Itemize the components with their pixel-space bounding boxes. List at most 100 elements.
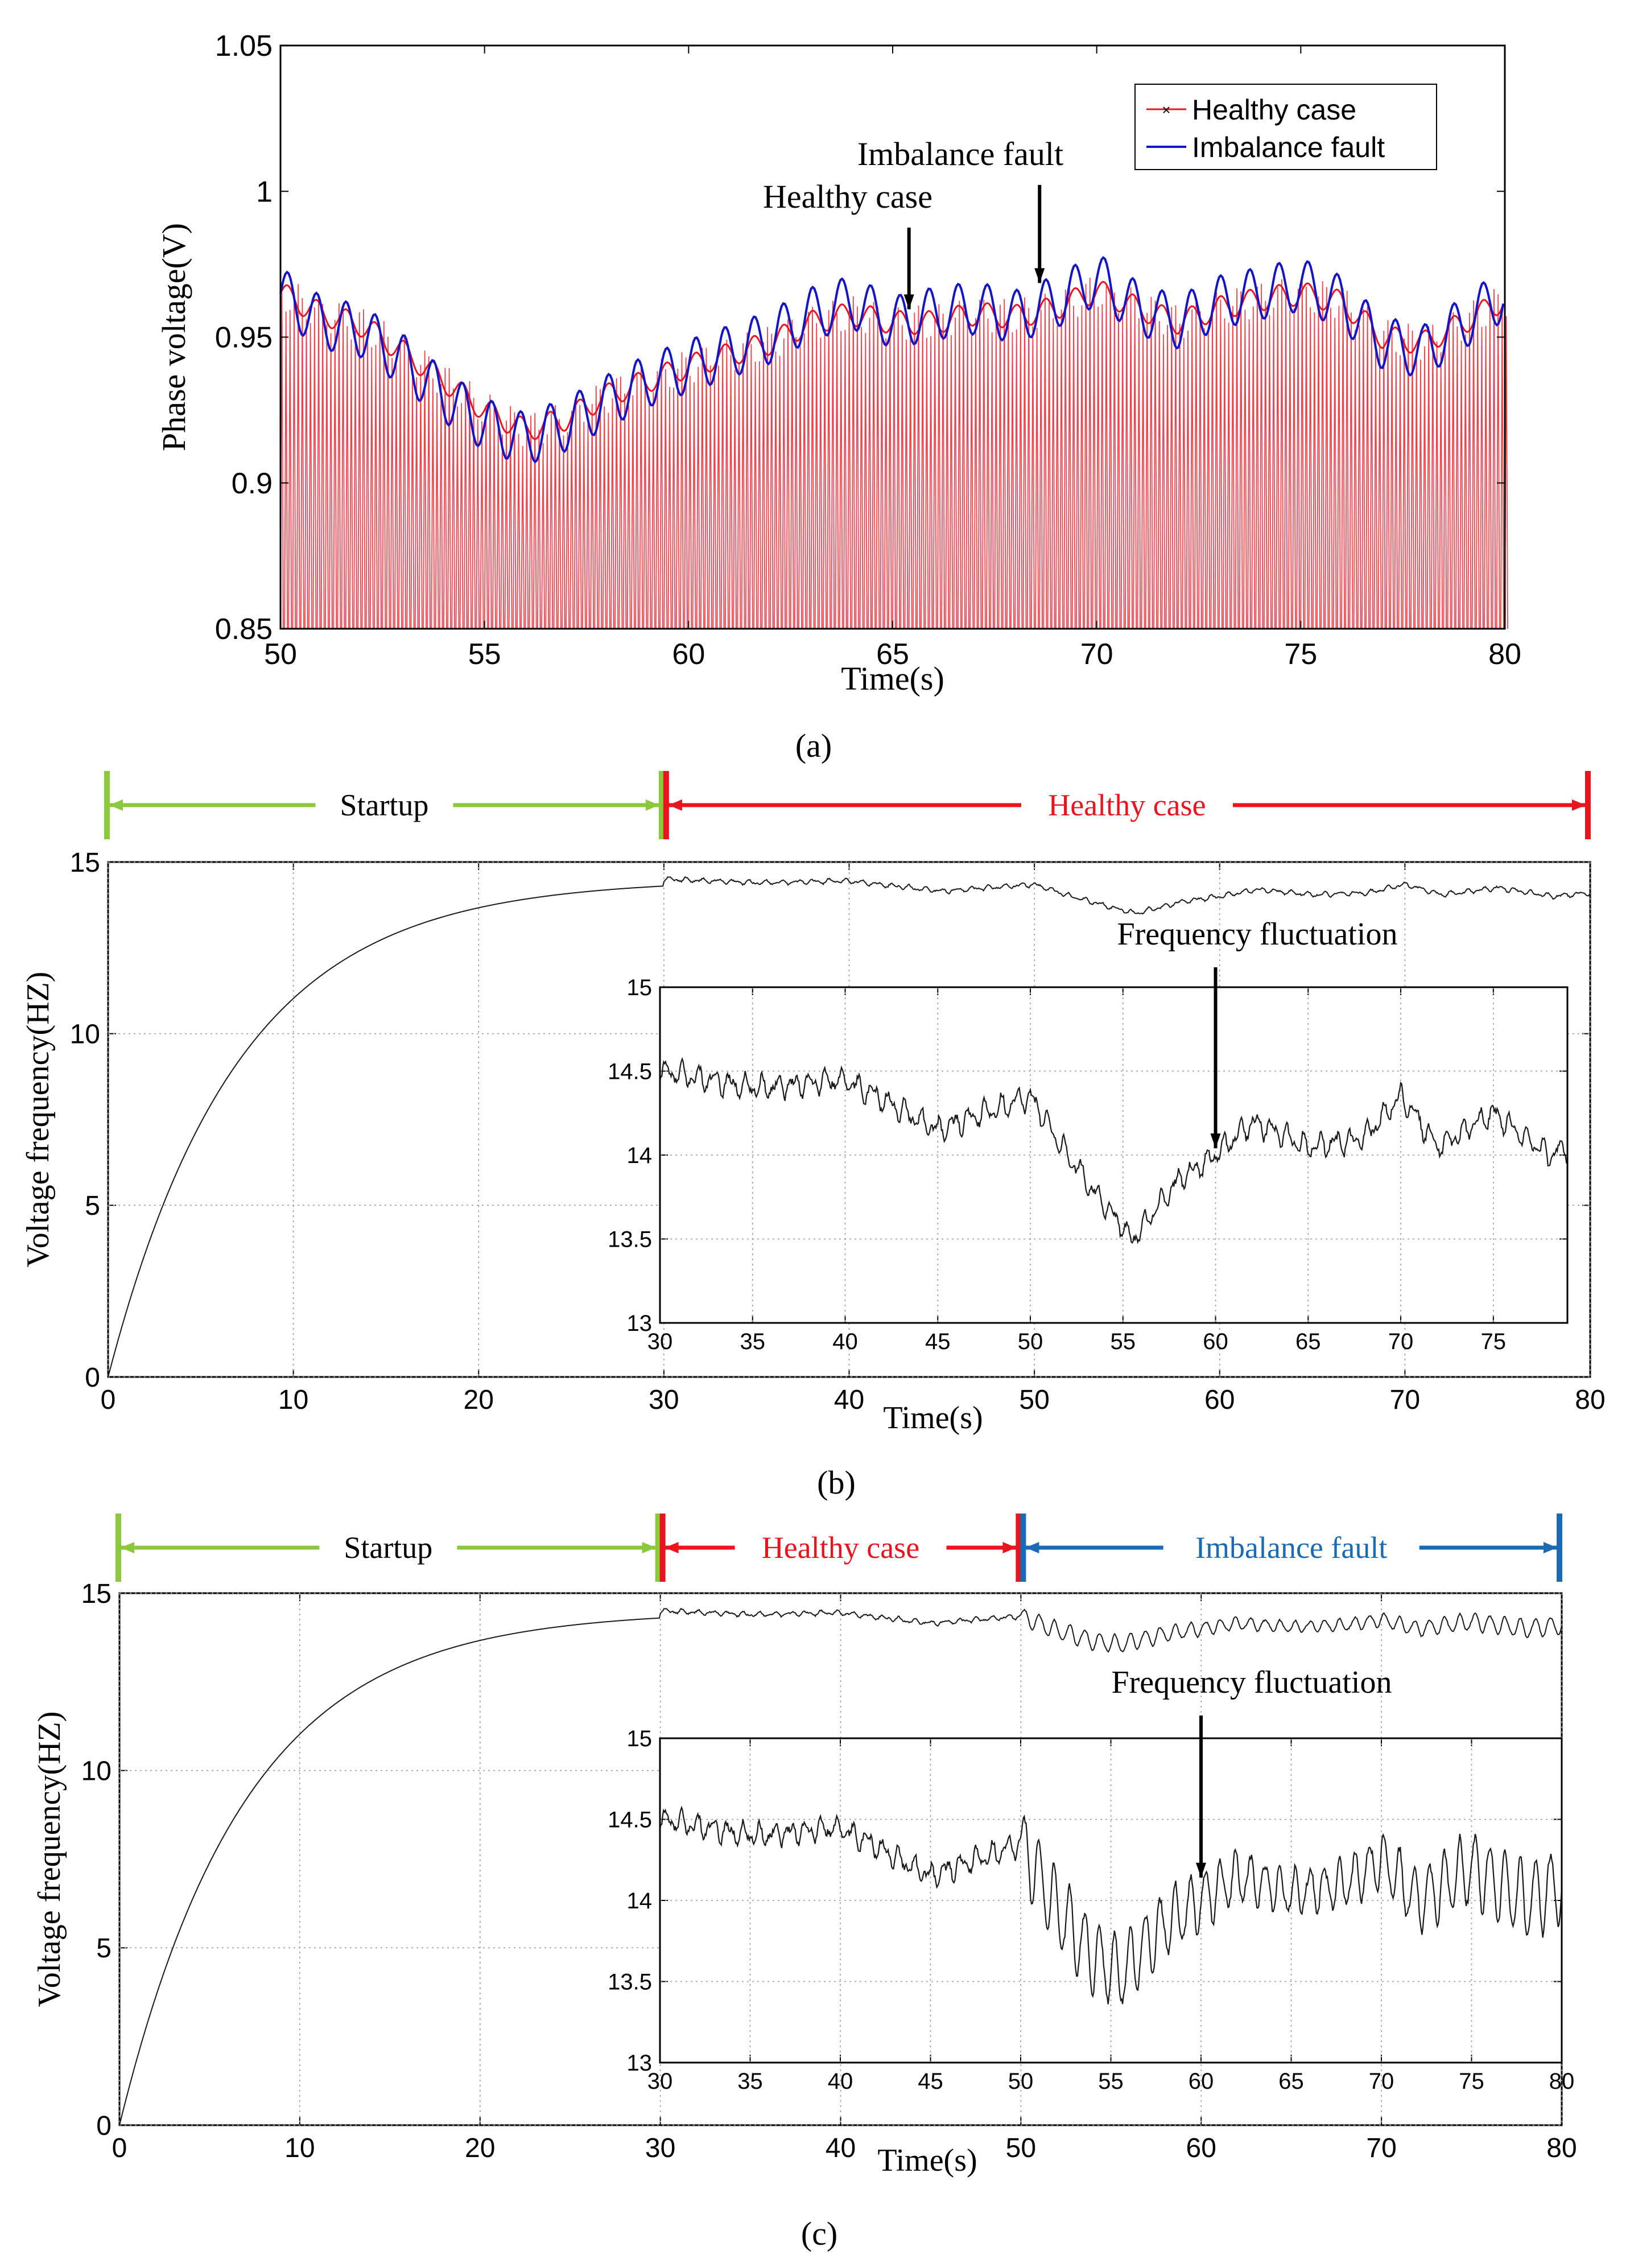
annotation-arrow-imbalance-head — [1034, 268, 1045, 283]
phase-label: Startup — [344, 1531, 432, 1565]
annotation-frequency-fluctuation-c: Frequency fluctuation — [1112, 1665, 1392, 1700]
x-tick-a-label: 60 — [672, 638, 705, 671]
x-tick-c-label: 70 — [1366, 2133, 1396, 2163]
x-tick-a-label: 50 — [264, 638, 297, 671]
inset-y-tick-b-label: 13 — [627, 1311, 653, 1336]
inset-axes-c — [659, 1737, 1563, 2064]
imbalance-series-oscillation — [282, 311, 1495, 629]
inset-x-tick-b-label: 60 — [1203, 1329, 1228, 1354]
imbalance-series-line — [279, 255, 1505, 464]
inset-x-tick-c-label: 40 — [828, 2069, 853, 2094]
inset-x-tick-c-label: 70 — [1369, 2069, 1394, 2094]
x-tick-b-label: 70 — [1390, 1385, 1420, 1415]
inset-y-tick-c-label: 13 — [627, 2051, 653, 2076]
phase-arrow-left — [109, 799, 123, 811]
phase-label: Healthy case — [1048, 788, 1206, 822]
x-tick-b-label: 40 — [834, 1385, 864, 1415]
inset-x-tick-c-label: 30 — [647, 2069, 673, 2094]
phase-arrow-right — [1544, 1542, 1557, 1553]
legend-label-healthy: Healthy case — [1192, 94, 1356, 126]
inset-y-tick-c-label: 13.5 — [608, 1970, 652, 1995]
y-tick-a-label: 1 — [256, 175, 273, 208]
x-tick-a-label: 55 — [468, 638, 501, 671]
frequency-series-line-b — [108, 876, 1591, 1378]
y-tick-a-label: 0.85 — [215, 613, 273, 646]
y-tick-a-label: 0.95 — [215, 321, 273, 354]
x-tick-c-label: 60 — [1186, 2133, 1216, 2163]
phase-arrow-right — [645, 799, 659, 811]
annotation-arrow-healthy-head — [903, 294, 914, 310]
y-axis-label-b: Voltage frequency(HZ) — [20, 972, 56, 1268]
phase-healthy-case-b: Healthy case — [663, 771, 1591, 839]
phase-label: Healthy case — [762, 1531, 919, 1565]
inset-frequency-line-b — [659, 1057, 1569, 1244]
panel-b: 0 10 20 30 40 50 60 70 80 0 5 10 15 30 35 40 45 50 55 60 65 7… — [20, 771, 1606, 1501]
x-axis-label-b: Time(s) — [883, 1400, 983, 1436]
x-tick-a-label: 80 — [1488, 638, 1521, 671]
x-axis-label-c: Time(s) — [877, 2143, 977, 2178]
inset-x-tick-c-label: 45 — [918, 2069, 943, 2094]
inset-x-tick-b-label: 35 — [740, 1329, 766, 1354]
inset-x-tick-c-label: 60 — [1189, 2069, 1214, 2094]
y-tick-c-label: 10 — [81, 1756, 112, 1786]
inset-y-tick-b-label: 15 — [627, 975, 653, 1000]
y-tick-c-label: 15 — [81, 1579, 112, 1609]
inset-y-tick-b-label: 14.5 — [608, 1059, 652, 1084]
inset-x-tick-b-label: 45 — [925, 1329, 951, 1354]
inset-frequency-line-c — [659, 1805, 1563, 2005]
phase-label: Imbalance fault — [1195, 1531, 1387, 1565]
inset-x-tick-c-label: 50 — [1008, 2069, 1034, 2094]
inset-background-b — [660, 987, 1567, 1323]
inset-y-tick-c-label: 14 — [627, 1888, 653, 1914]
y-tick-b-label: 15 — [70, 848, 100, 878]
phase-arrow-right — [1002, 1542, 1017, 1553]
x-tick-b-label: 20 — [464, 1385, 494, 1415]
annotation-arrow-b-head — [1210, 1133, 1221, 1149]
inset-x-tick-b-label: 70 — [1388, 1329, 1414, 1354]
inset-x-tick-b-label: 75 — [1481, 1329, 1507, 1354]
x-tick-b-label: 10 — [278, 1385, 308, 1415]
caption-a: (a) — [795, 727, 832, 764]
x-tick-c-label: 50 — [1006, 2133, 1036, 2163]
y-axis-label-c: Voltage frequency(HZ) — [32, 1712, 67, 2007]
caption-b: (b) — [817, 1464, 856, 1501]
annotation-healthy-case: Healthy case — [763, 178, 932, 215]
phase-arrow-left — [668, 799, 682, 811]
frequency-series-line-c — [119, 1607, 1562, 2126]
inset-x-tick-c-label: 80 — [1549, 2069, 1575, 2094]
x-tick-a-label: 70 — [1080, 638, 1113, 671]
inset-x-tick-b-label: 40 — [832, 1329, 858, 1354]
healthy-series-oscillation — [280, 275, 1508, 629]
x-tick-b-label: 80 — [1575, 1385, 1605, 1415]
annotation-imbalance-fault: Imbalance fault — [857, 135, 1063, 172]
inset-y-tick-b-label: 14 — [627, 1143, 653, 1168]
x-tick-c-label: 40 — [826, 2133, 856, 2163]
x-tick-c-label: 80 — [1546, 2133, 1577, 2163]
x-tick-b-label: 60 — [1204, 1385, 1235, 1415]
phase-arrow-left — [665, 1542, 679, 1553]
x-tick-b-label: 50 — [1019, 1385, 1049, 1415]
phase-arrow-left — [1025, 1542, 1039, 1553]
x-tick-b-label: 30 — [649, 1385, 679, 1415]
phase-arrow-right — [1572, 799, 1586, 811]
legend-marker-healthy: × — [1162, 101, 1170, 118]
x-tick-c-label: 10 — [284, 2133, 315, 2163]
inset-x-tick-c-label: 75 — [1459, 2069, 1484, 2094]
inset-y-tick-b-label: 13.5 — [608, 1227, 652, 1252]
phase-arrow-left — [121, 1542, 134, 1553]
phase-label: Startup — [340, 788, 428, 822]
x-tick-b-label: 0 — [101, 1385, 116, 1415]
legend-box-a — [1134, 84, 1437, 170]
x-tick-c-label: 0 — [112, 2133, 127, 2163]
phase-startup-b: Startup — [104, 771, 665, 839]
annotation-frequency-fluctuation-b: Frequency fluctuation — [1117, 917, 1398, 952]
phase-arrow-right — [642, 1542, 656, 1553]
x-tick-c-label: 20 — [465, 2133, 495, 2163]
panel-a: 50 55 60 65 70 75 80 0.85 0.9 0.95 1 1.05 Time(s) Pha… — [155, 30, 1521, 764]
x-axis-label-a: Time(s) — [841, 660, 944, 697]
phase-startup-c: Startup — [115, 1514, 661, 1582]
healthy-series-line — [279, 281, 1504, 440]
legend-a: × Healthy case Imbalance fault — [1134, 84, 1437, 170]
inset-x-tick-b-label: 65 — [1295, 1329, 1321, 1354]
